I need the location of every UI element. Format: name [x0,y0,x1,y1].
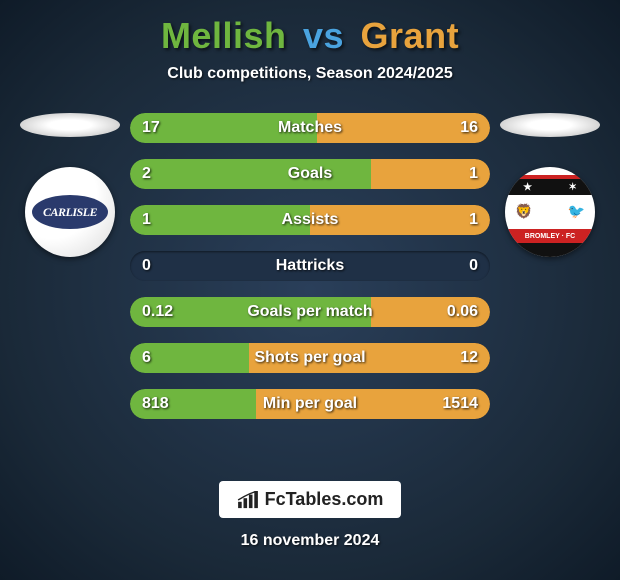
stat-row: 00Hattricks [130,251,490,281]
stat-row: 11Assists [130,205,490,235]
stat-rows: 1716Matches 21Goals 11Assists 00Hattricks 0.… [130,103,490,419]
stat-row: 1716Matches [130,113,490,143]
stat-label: Min per goal [130,389,490,419]
stat-label: Assists [130,205,490,235]
vs-text: vs [303,15,344,56]
right-column: ★✶ 🦁🐦 BROMLEY · FC [490,103,610,257]
club-badge-left-label: CARLISLE [32,195,108,229]
club-badge-right: ★✶ 🦁🐦 BROMLEY · FC [505,167,595,257]
stat-label: Goals per match [130,297,490,327]
player2-avatar-placeholder [500,113,600,137]
stat-label: Goals [130,159,490,189]
stat-row: 612Shots per goal [130,343,490,373]
club-badge-right-label: BROMLEY · FC [505,229,595,243]
stat-row: 0.120.06Goals per match [130,297,490,327]
player1-avatar-placeholder [20,113,120,137]
stat-label: Hattricks [130,251,490,281]
player2-name: Grant [361,15,460,56]
player1-name: Mellish [161,15,287,56]
subtitle: Club competitions, Season 2024/2025 [167,65,452,83]
comparison-body: CARLISLE 1716Matches 21Goals 11Assists 00Ha… [0,103,620,471]
brand-text: FcTables.com [265,489,384,510]
footer-date: 16 november 2024 [241,532,380,550]
stat-row: 21Goals [130,159,490,189]
club-badge-left: CARLISLE [25,167,115,257]
left-column: CARLISLE [10,103,130,257]
comparison-title: Mellish vs Grant [161,15,459,57]
stat-row: 8181514Min per goal [130,389,490,419]
chart-icon [237,491,259,509]
footer: FcTables.com 16 november 2024 [219,481,402,550]
stat-label: Matches [130,113,490,143]
brand-badge: FcTables.com [219,481,402,518]
stat-label: Shots per goal [130,343,490,373]
